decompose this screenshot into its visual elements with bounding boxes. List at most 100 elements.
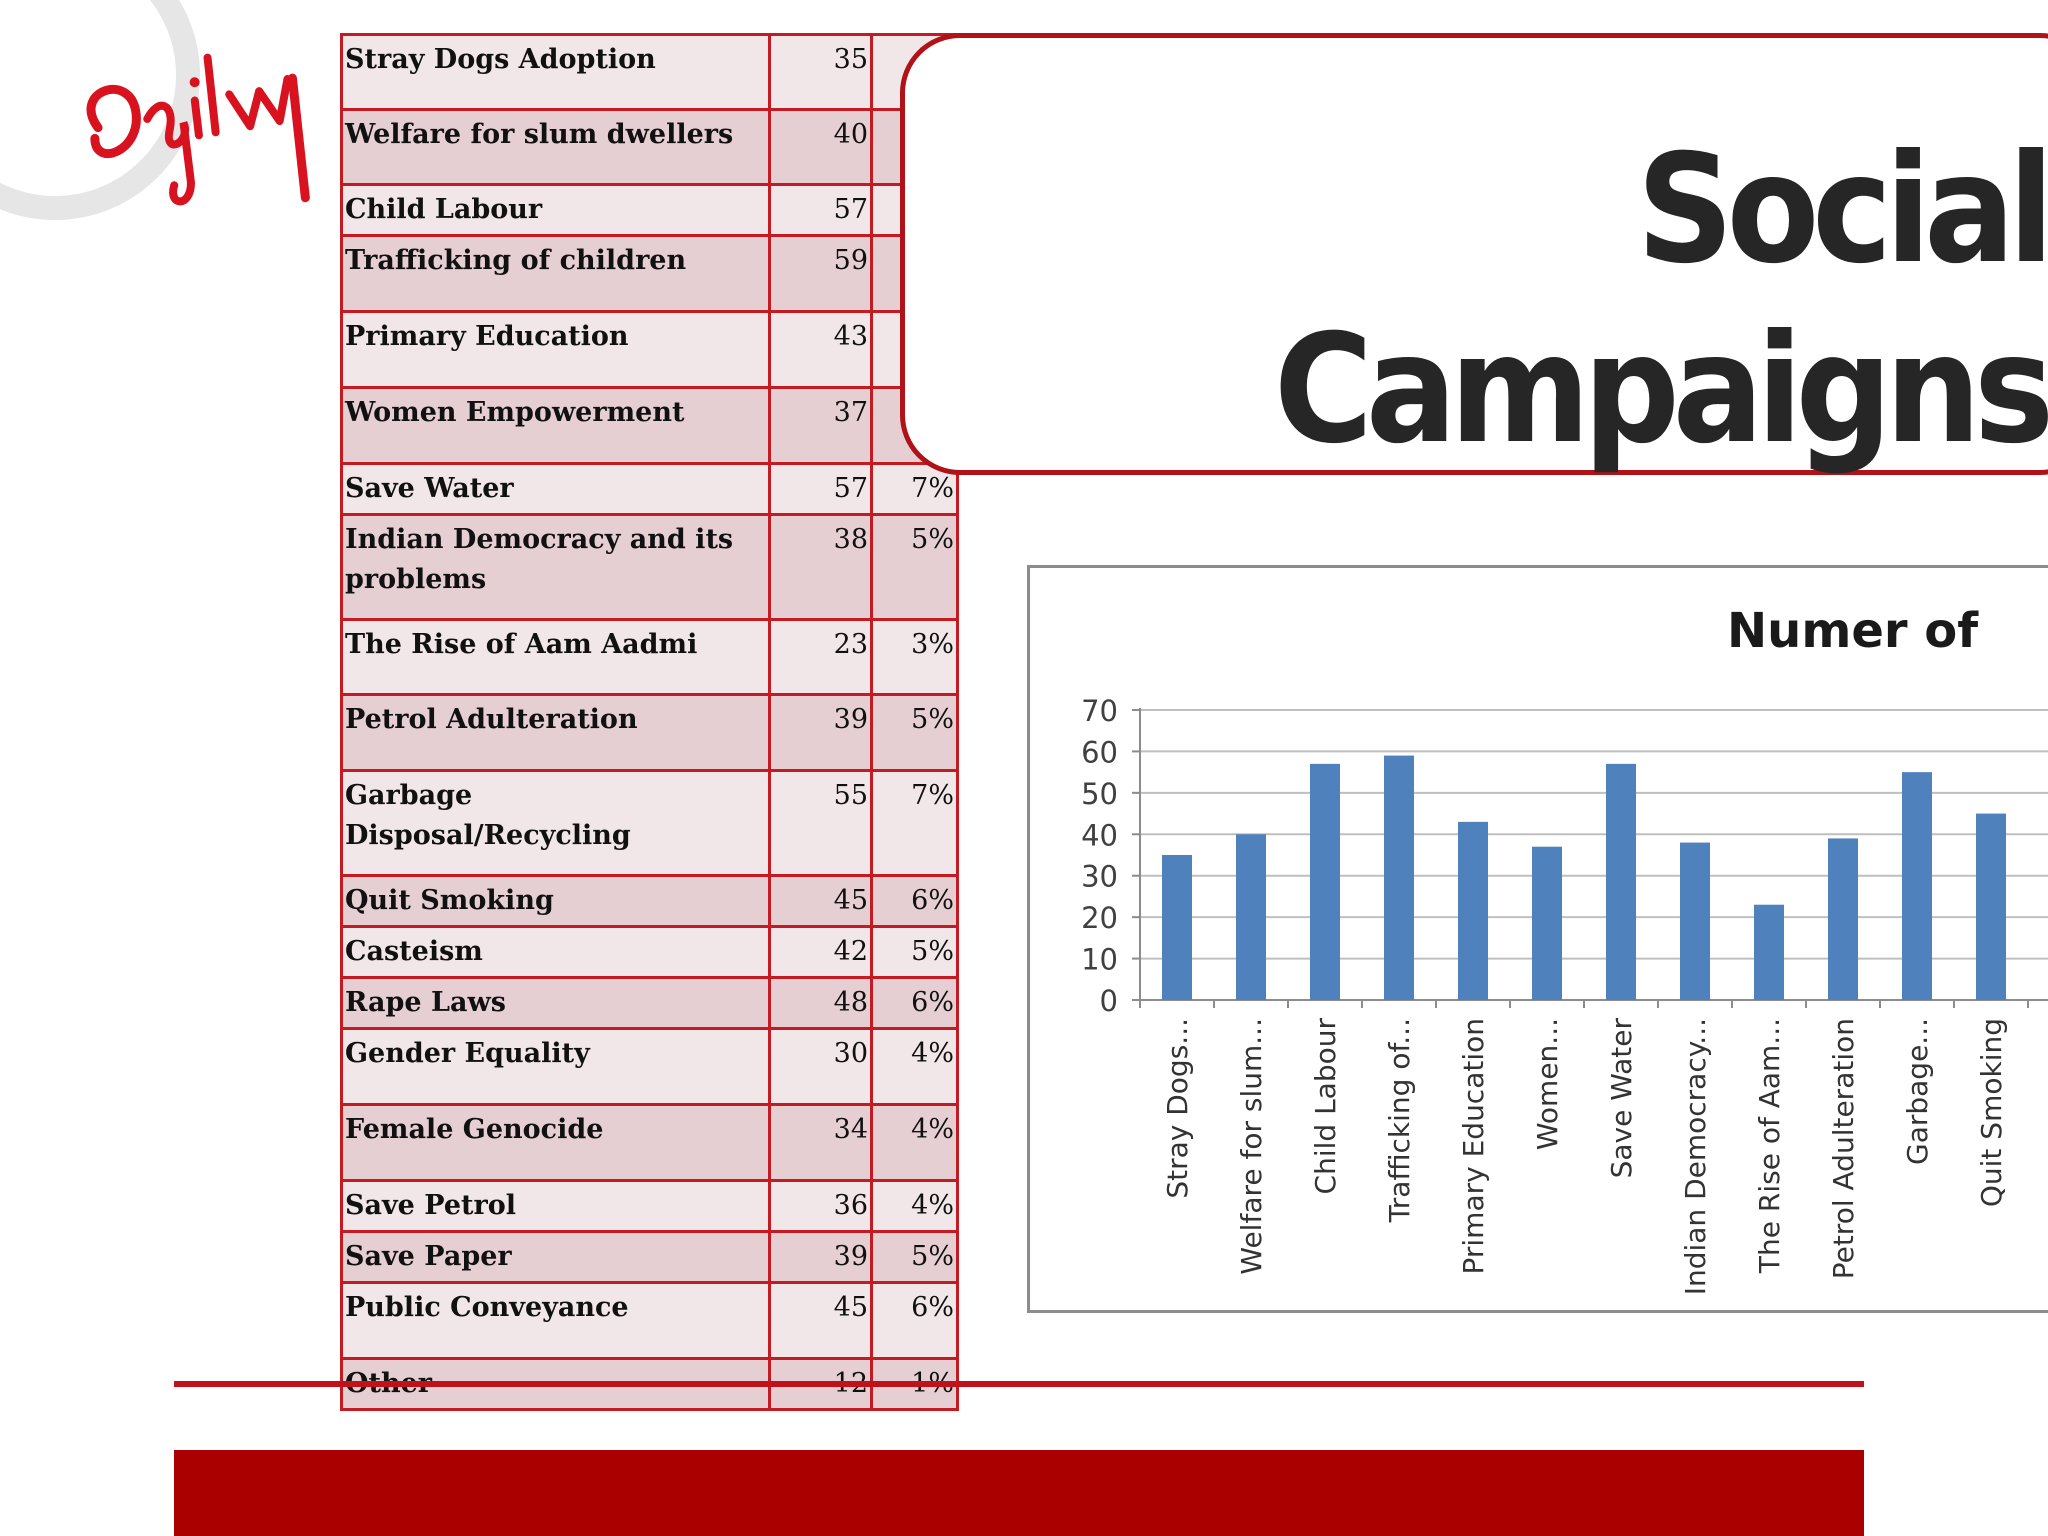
campaign-percent-cell: 6% [870,1281,959,1360]
table-row: Trafficking of children597% [340,234,959,313]
campaign-percent-cell: 6% [870,976,959,1030]
x-tick-label: The Rise of Aam... [1753,1018,1786,1274]
campaign-table: Stray Dogs Adoption354%Welfare for slum … [340,33,959,1411]
table-row: Welfare for slum dwellers405% [340,108,959,186]
campaign-percent-cell: 3% [870,618,959,696]
table-row: Public Conveyance 45 6% [340,1281,959,1360]
y-tick-label: 30 [1081,860,1118,894]
campaign-count-cell: 43 [768,310,873,389]
campaign-name-cell: Stray Dogs Adoption [340,33,771,111]
campaign-name-cell: Primary Education [340,310,771,389]
bar [1754,904,1784,1000]
campaign-name-cell: Save Paper [340,1230,771,1284]
y-tick-label: 0 [1100,984,1118,1018]
campaign-count-cell: 38 [768,513,873,621]
campaign-percent-cell: 4% [870,1027,959,1106]
x-tick-label: Quit Smoking [1975,1018,2008,1207]
campaign-count-cell: 57 [768,183,873,237]
table-row: Save Water 57 7% [340,462,959,516]
bar [1236,834,1266,1000]
bar [1162,855,1192,1000]
campaign-percent-cell: 5% [870,693,959,772]
campaign-name-cell: Gender Equality [340,1027,771,1106]
chart-title: Numer of [1727,603,1979,659]
y-tick-label: 40 [1081,818,1118,852]
campaign-name-cell: Female Genocide [340,1103,771,1182]
campaign-name-cell: Petrol Adulteration [340,693,771,772]
campaign-count-cell: 55 [768,769,873,877]
campaign-count-cell: 48 [768,976,873,1030]
campaign-count-cell: 39 [768,1230,873,1284]
campaign-count-cell: 45 [768,874,873,928]
campaign-percent-cell: 5% [870,513,959,621]
footer-bar [174,1450,1864,1536]
x-tick-label: Trafficking of... [1383,1018,1416,1223]
divider-line [174,1381,1864,1387]
bar [1532,846,1562,1000]
title-line-1: Social [1636,123,2048,297]
campaign-name-cell: Garbage Disposal/Recycling [340,769,771,877]
table-row: Garbage Disposal/Recycling 55 7% [340,769,959,877]
campaign-percent-cell: 7% [870,769,959,877]
campaign-name-cell: Save Water [340,462,771,516]
campaign-name-cell: Rape Laws [340,976,771,1030]
title-line-2: Campaigns [1273,303,2048,477]
x-tick-label: Garbage... [1901,1018,1934,1165]
campaign-name-cell: Public Conveyance [340,1281,771,1360]
campaign-count-cell: 36 [768,1179,873,1233]
ogilvy-logo [55,9,346,251]
x-tick-label: Child Labour [1309,1018,1342,1195]
campaign-percent-cell: 4% [870,1103,959,1182]
x-tick-label: Save Water [1605,1018,1638,1179]
table-row: Save Paper 39 5% [340,1230,959,1284]
campaign-name-cell: Casteism [340,925,771,979]
table-row: Rape Laws 48 6% [340,976,959,1030]
campaign-name-cell: Trafficking of children [340,234,771,313]
campaign-count-cell: 59 [768,234,873,313]
campaign-count-cell: 37 [768,386,873,465]
bar-chart: Numer of 0 10 20 30 40 50 60 70 Stray Dogs... Welf… [1081,603,2048,1295]
campaign-count-cell: 30 [768,1027,873,1106]
y-tick-label: 50 [1081,777,1118,811]
table-row: Petrol Adulteration 39 5% [340,693,959,772]
campaign-percent-cell: 5% [870,1230,959,1284]
x-tick-label: Welfare for slum... [1235,1018,1268,1275]
table-row: Women Empowerment375% [340,386,959,465]
table-row: Casteism 42 5% [340,925,959,979]
campaign-count-cell: 40 [768,108,873,186]
campaign-percent-cell: 5% [870,925,959,979]
campaign-count-cell: 57 [768,462,873,516]
campaign-count-cell: 35 [768,33,873,111]
table-row: Indian Democracy and its problems 38 5% [340,513,959,621]
table-row: Quit Smoking 45 6% [340,874,959,928]
campaign-name-cell: Welfare for slum dwellers [340,108,771,186]
bar [1310,763,1340,1000]
bar [1606,763,1636,1000]
table-row: The Rise of Aam Aadmi 23 3% [340,618,959,696]
campaign-percent-cell: 4% [870,1179,959,1233]
bar [1458,821,1488,1000]
x-tick-label: Petrol Adulteration [1827,1018,1860,1279]
campaign-name-cell: Save Petrol [340,1179,771,1233]
title-box: Social Campaigns [900,33,2048,477]
campaign-count-cell: 34 [768,1103,873,1182]
table-row: Stray Dogs Adoption354% [340,33,959,111]
campaign-name-cell: Child Labour [340,183,771,237]
campaign-count-cell: 23 [768,618,873,696]
x-tick-label: Stray Dogs... [1161,1018,1194,1199]
campaign-percent-cell: 6% [870,874,959,928]
table-row: Child Labour577% [340,183,959,237]
table-row: Save Petrol 36 4% [340,1179,959,1233]
campaign-count-cell: 45 [768,1281,873,1360]
bar [1902,772,1932,1000]
x-tick-label: Women... [1531,1018,1564,1150]
campaign-name-cell: Indian Democracy and its problems [340,513,771,621]
x-tick-label: Indian Democracy... [1679,1018,1712,1295]
bar [1680,842,1710,1000]
bar [1384,755,1414,1000]
campaign-name-cell: The Rise of Aam Aadmi [340,618,771,696]
ogilvy-logo-script [86,53,310,206]
bar [1828,838,1858,1000]
y-tick-label: 70 [1081,694,1118,728]
y-tick-label: 10 [1081,943,1118,977]
